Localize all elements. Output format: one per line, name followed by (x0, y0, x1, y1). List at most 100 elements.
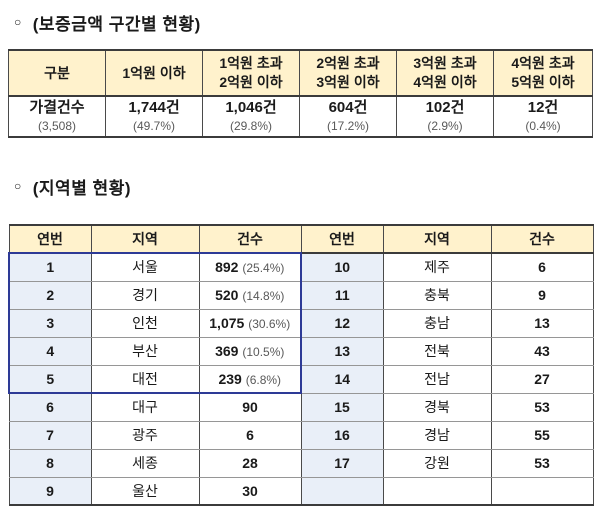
count-value: 604건 (328, 98, 368, 116)
value-cell: 1,046건 (29.8%) (202, 95, 300, 138)
count-cell: 369 (10.5%) (198, 336, 302, 366)
count-cell: 43 (490, 336, 594, 366)
row-number-cell: 12 (300, 308, 384, 338)
percent-value: (17.2%) (326, 118, 370, 133)
value-cell: 604건 (17.2%) (299, 95, 397, 138)
region-cell: 충남 (382, 308, 492, 338)
header-cell: 연번 (300, 224, 384, 254)
count-value: 1,744건 (128, 98, 180, 116)
count-value: 520 (215, 287, 239, 303)
row-number-cell: 6 (8, 392, 92, 422)
count-value: 892 (215, 259, 239, 276)
count-value: 55 (534, 427, 550, 443)
region-cell: 전남 (382, 364, 492, 394)
count-cell (490, 476, 594, 506)
row-number-cell (300, 476, 384, 506)
table-header-row: 연번 지역 건수 연번 지역 건수 (8, 224, 594, 254)
guarantee-amount-table: 구분 1억원 이하 1억원 초과 2억원 이하 2억원 초과 3억원 이하 3억… (8, 49, 593, 138)
region-table: 연번 지역 건수 연번 지역 건수 1 서울 892 (25.4%) 10 제주… (8, 224, 594, 506)
count-cell: 520 (14.8%) (198, 280, 302, 310)
percent-value: (2.9%) (427, 118, 463, 133)
percent-value: (6.8%) (245, 372, 282, 387)
region-cell: 전북 (382, 336, 492, 366)
count-value: 30 (242, 482, 258, 499)
row-number-cell: 17 (300, 448, 384, 478)
row-number-cell: 1 (8, 252, 92, 282)
row-number-cell: 10 (300, 252, 384, 282)
region-cell: 부산 (90, 336, 200, 366)
header-cell: 지역 (382, 224, 492, 254)
count-cell: 6 (490, 252, 594, 282)
value-cell: 1,744건 (49.7%) (105, 95, 203, 138)
count-value: 28 (242, 455, 258, 471)
table-row: 7 광주 6 16 경남 55 (8, 420, 594, 450)
row-label-cell: 가결건수 (3,508) (8, 95, 106, 138)
row-number-cell: 4 (8, 336, 92, 366)
count-value: 43 (534, 343, 550, 359)
table-header-row: 구분 1억원 이하 1억원 초과 2억원 이하 2억원 초과 3억원 이하 3억… (8, 49, 593, 97)
count-cell: 53 (490, 448, 594, 478)
count-cell: 239 (6.8%) (198, 364, 302, 394)
circle-bullet-icon: ○ (14, 178, 22, 193)
count-cell: 30 (198, 476, 302, 506)
row-number-cell: 16 (300, 420, 384, 450)
header-cell: 1억원 초과 2억원 이하 (202, 49, 300, 97)
count-value: 53 (534, 399, 550, 415)
table-row: 4 부산 369 (10.5%) 13 전북 43 (8, 336, 594, 366)
row-label-sub: (3,508) (37, 118, 77, 133)
count-cell: 55 (490, 420, 594, 450)
circle-bullet-icon: ○ (14, 14, 22, 29)
count-cell: 53 (490, 392, 594, 422)
count-cell: 6 (198, 420, 302, 450)
header-cell: 3억원 초과 4억원 이하 (396, 49, 494, 97)
row-label: 가결건수 (29, 98, 85, 116)
count-value: 239 (218, 370, 242, 387)
value-cell: 12건 (0.4%) (493, 95, 593, 138)
document: ○ (보증금액 구간별 현황) 구분 1억원 이하 1억원 초과 2억원 이하 … (0, 10, 600, 506)
count-value: 12건 (527, 98, 559, 116)
header-cell: 1억원 이하 (105, 49, 203, 97)
percent-value: (0.4%) (525, 118, 561, 133)
row-number-cell: 8 (8, 448, 92, 478)
row-number-cell: 14 (300, 364, 384, 394)
header-cell: 건수 (198, 224, 302, 254)
row-number-cell: 9 (8, 476, 92, 506)
header-cell: 2억원 초과 3억원 이하 (299, 49, 397, 97)
count-value: 1,046건 (225, 98, 277, 116)
row-number-cell: 3 (8, 308, 92, 338)
count-value: 1,075 (209, 315, 245, 331)
count-value: 90 (242, 399, 258, 416)
count-cell: 9 (490, 280, 594, 310)
region-cell: 대전 (90, 364, 200, 394)
region-cell: 경기 (90, 280, 200, 310)
value-cell: 102건 (2.9%) (396, 95, 494, 138)
region-cell: 경북 (382, 392, 492, 422)
table-row: 5 대전 239 (6.8%) 14 전남 27 (8, 364, 594, 394)
header-cell: 4억원 초과 5억원 이하 (493, 49, 593, 97)
section-title-text: (보증금액 구간별 현황) (32, 15, 201, 34)
count-cell: 28 (198, 448, 302, 478)
region-cell (382, 476, 492, 506)
region-cell: 서울 (90, 252, 200, 282)
percent-value: (49.7%) (132, 118, 176, 133)
table-row: 가결건수 (3,508) 1,744건 (49.7%) 1,046건 (29.8… (8, 95, 593, 138)
header-cell: 구분 (8, 49, 106, 97)
table-row: 8 세종 28 17 강원 53 (8, 448, 594, 478)
count-value: 102건 (425, 98, 465, 116)
header-cell: 건수 (490, 224, 594, 254)
count-cell: 892 (25.4%) (198, 252, 302, 282)
count-cell: 27 (490, 364, 594, 394)
table-row: 3 인천 1,075 (30.6%) 12 충남 13 (8, 308, 594, 338)
region-cell: 제주 (382, 252, 492, 282)
row-number-cell: 13 (300, 336, 384, 366)
table-row: 2 경기 520 (14.8%) 11 충북 9 (8, 280, 594, 310)
header-cell: 지역 (90, 224, 200, 254)
region-cell: 인천 (90, 308, 200, 338)
count-cell: 13 (490, 308, 594, 338)
row-number-cell: 11 (300, 280, 384, 310)
region-cell: 강원 (382, 448, 492, 478)
percent-value: (14.8%) (242, 289, 285, 303)
table-row: 9 울산 30 (8, 476, 594, 506)
count-value: 6 (538, 259, 546, 276)
region-cell: 충북 (382, 280, 492, 310)
